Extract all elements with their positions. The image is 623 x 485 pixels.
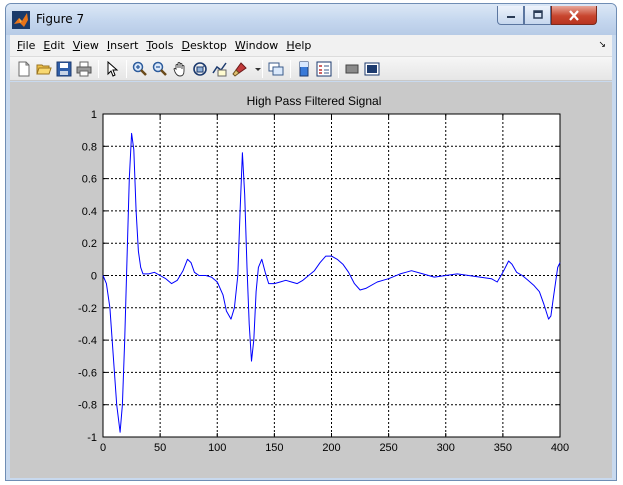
menu-insert[interactable]: Insert	[106, 39, 139, 52]
x-tick-label: 0	[100, 442, 106, 454]
toolbar-separator	[126, 60, 127, 78]
brush-dropdown-icon[interactable]	[250, 61, 266, 77]
matlab-logo-icon	[12, 11, 30, 29]
toolbar-separator	[98, 60, 99, 78]
maximize-button[interactable]	[524, 6, 551, 25]
toolbar-separator	[290, 60, 291, 78]
x-tick-label: 400	[551, 442, 569, 454]
menu-tools[interactable]: Tools	[146, 39, 174, 52]
y-tick-label: 0	[91, 271, 97, 283]
y-tick-label: -0.8	[78, 400, 97, 412]
close-icon	[569, 9, 579, 21]
save-icon[interactable]	[56, 61, 72, 77]
colorbar-icon[interactable]	[296, 61, 312, 77]
pointer-icon[interactable]	[104, 61, 120, 77]
x-tick-label: 100	[208, 442, 226, 454]
window-title: Figure 7	[36, 12, 85, 26]
x-tick-label: 150	[265, 442, 283, 454]
legend-icon[interactable]	[316, 61, 332, 77]
maximize-icon	[532, 10, 543, 19]
close-button[interactable]	[551, 6, 597, 25]
y-tick-label: 0.8	[82, 141, 97, 153]
zoom-in-icon[interactable]	[132, 61, 148, 77]
y-tick-label: 0.6	[82, 174, 97, 186]
menu-view[interactable]: View	[72, 39, 99, 52]
menu-file[interactable]: File	[17, 39, 36, 52]
y-tick-label: -0.6	[78, 367, 97, 379]
show-plot-tools-icon[interactable]	[364, 61, 380, 77]
minimize-button[interactable]	[497, 6, 524, 25]
toolbar-separator	[262, 60, 263, 78]
menu-edit[interactable]: Edit	[43, 39, 65, 52]
x-tick-label: 300	[437, 442, 455, 454]
plot-svg: High Pass Filtered Signal 0 50 100 150 200 25…	[78, 94, 569, 454]
figure-toolbar	[10, 57, 612, 81]
menu-dock-arrow-icon[interactable]: ↘	[598, 40, 606, 50]
x-tick-label: 200	[322, 442, 340, 454]
x-tick-label: 50	[154, 442, 166, 454]
print-icon[interactable]	[76, 61, 92, 77]
x-tick-label: 250	[379, 442, 397, 454]
data-cursor-icon[interactable]	[212, 61, 228, 77]
minimize-icon	[506, 16, 515, 18]
x-tick-label: 350	[494, 442, 512, 454]
menu-window[interactable]: Window	[234, 39, 279, 52]
link-plot-icon[interactable]	[268, 61, 284, 77]
series-line-group	[102, 132, 561, 433]
chart-title: High Pass Filtered Signal	[247, 94, 382, 108]
y-tick-label: 0.4	[82, 206, 97, 218]
brush-icon[interactable]	[232, 61, 248, 77]
figure-canvas[interactable]: High Pass Filtered Signal 0 50 100 150 200 25…	[10, 82, 612, 478]
y-tick-label: -0.4	[78, 335, 97, 347]
zoom-out-icon[interactable]	[152, 61, 168, 77]
menu-help[interactable]: Help	[286, 39, 312, 52]
open-file-icon[interactable]	[36, 61, 52, 77]
menu-desktop[interactable]: Desktop	[181, 39, 227, 52]
y-tick-label: -1	[87, 432, 97, 444]
y-tick-label: 0.2	[82, 238, 97, 250]
pan-icon[interactable]	[172, 61, 188, 77]
y-tick-label: -0.2	[78, 303, 97, 315]
new-figure-icon[interactable]	[16, 61, 32, 77]
rotate-3d-icon[interactable]	[192, 61, 208, 77]
signal-line	[102, 132, 561, 433]
toolbar-separator	[338, 60, 339, 78]
figure-window: Figure 7 File Edit View Insert Tools Des…	[5, 3, 617, 481]
title-bar[interactable]: Figure 7	[6, 4, 616, 35]
menu-bar: File Edit View Insert Tools Desktop Wind…	[10, 35, 612, 57]
hide-plot-tools-icon[interactable]	[344, 61, 360, 77]
axis-ticks: 0 50 100 150 200 250 300 350 400 -1 -0.8 -0.6 -0.4 -0…	[78, 109, 569, 454]
y-tick-label: 1	[91, 109, 97, 121]
